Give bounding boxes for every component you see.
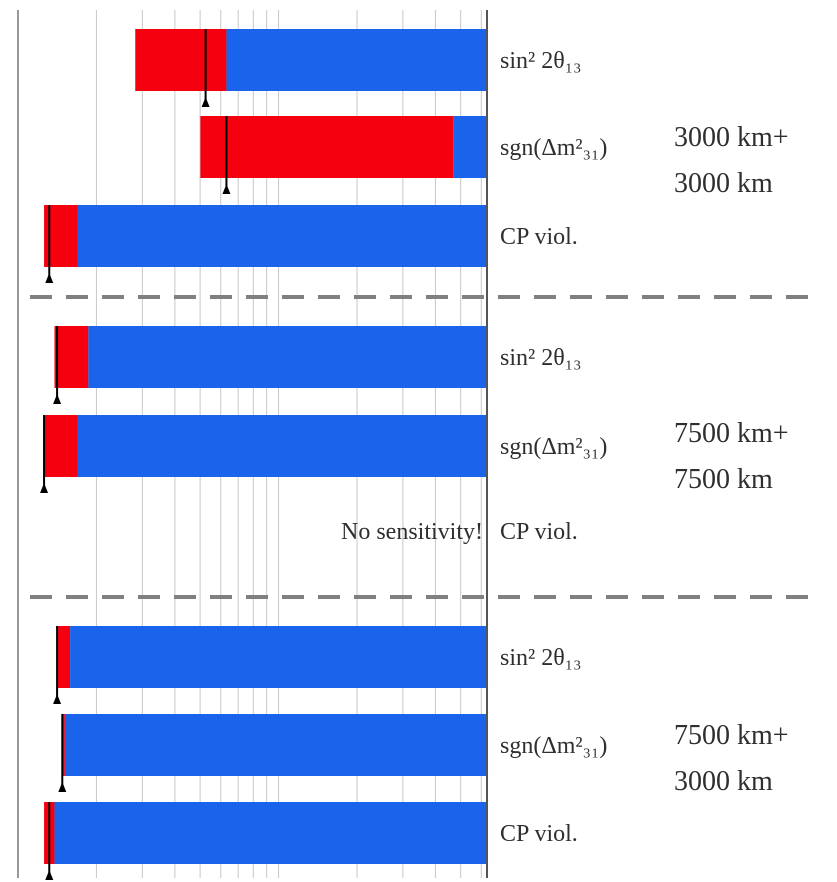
- sensitivity-range-bar: [57, 626, 71, 688]
- sensitivity-bar: [54, 802, 487, 864]
- bar-layer: [40, 29, 488, 880]
- sensitivity-bar: [453, 116, 487, 178]
- baseline-label: 7500 km+: [674, 720, 789, 751]
- marker-arrow: [58, 782, 67, 792]
- parameter-label: sin² 2θ₁₃: [500, 345, 581, 371]
- parameter-label: sin² 2θ₁₃: [500, 48, 581, 74]
- sensitivity-bar: [64, 714, 488, 776]
- marker-arrow: [45, 870, 54, 880]
- marker-arrow: [201, 97, 210, 107]
- baseline-label: 7500 km: [674, 464, 773, 495]
- sensitivity-range-bar: [200, 116, 454, 178]
- baseline-label: 3000 km: [674, 168, 773, 199]
- no-sensitivity-label: No sensitivity!: [341, 519, 483, 545]
- baseline-label: 3000 km+: [674, 122, 789, 153]
- sensitivity-range-bar: [54, 326, 89, 388]
- baseline-label: 3000 km: [674, 766, 773, 797]
- frame-layer: [17, 10, 820, 878]
- sensitivity-bar: [226, 29, 487, 91]
- parameter-label: sgn(Δm²₃₁): [500, 733, 607, 759]
- marker-arrow: [53, 394, 62, 404]
- marker-arrow: [222, 184, 231, 194]
- sensitivity-range-bar: [44, 415, 78, 477]
- baseline-label: 7500 km+: [674, 418, 789, 449]
- sensitivity-bar: [77, 415, 487, 477]
- sensitivity-range-bar: [135, 29, 227, 91]
- sensitivity-range-bar: [62, 714, 65, 776]
- sensitivity-bar: [88, 326, 487, 388]
- label-layer: sin² 2θ₁₃ sgn(Δm²₃₁) CP viol. 3000 km+ 3000 …: [341, 48, 789, 847]
- parameter-label: CP viol.: [500, 821, 578, 847]
- parameter-label: sgn(Δm²₃₁): [500, 434, 607, 460]
- marker-arrow: [40, 483, 49, 493]
- parameter-label: CP viol.: [500, 519, 578, 545]
- marker-arrow: [45, 273, 54, 283]
- sensitivity-bar: [77, 205, 487, 267]
- marker-arrow: [53, 694, 62, 704]
- sensitivity-bar: [70, 626, 487, 688]
- parameter-label: sin² 2θ₁₃: [500, 645, 581, 671]
- parameter-label: CP viol.: [500, 224, 578, 250]
- parameter-label: sgn(Δm²₃₁): [500, 135, 607, 161]
